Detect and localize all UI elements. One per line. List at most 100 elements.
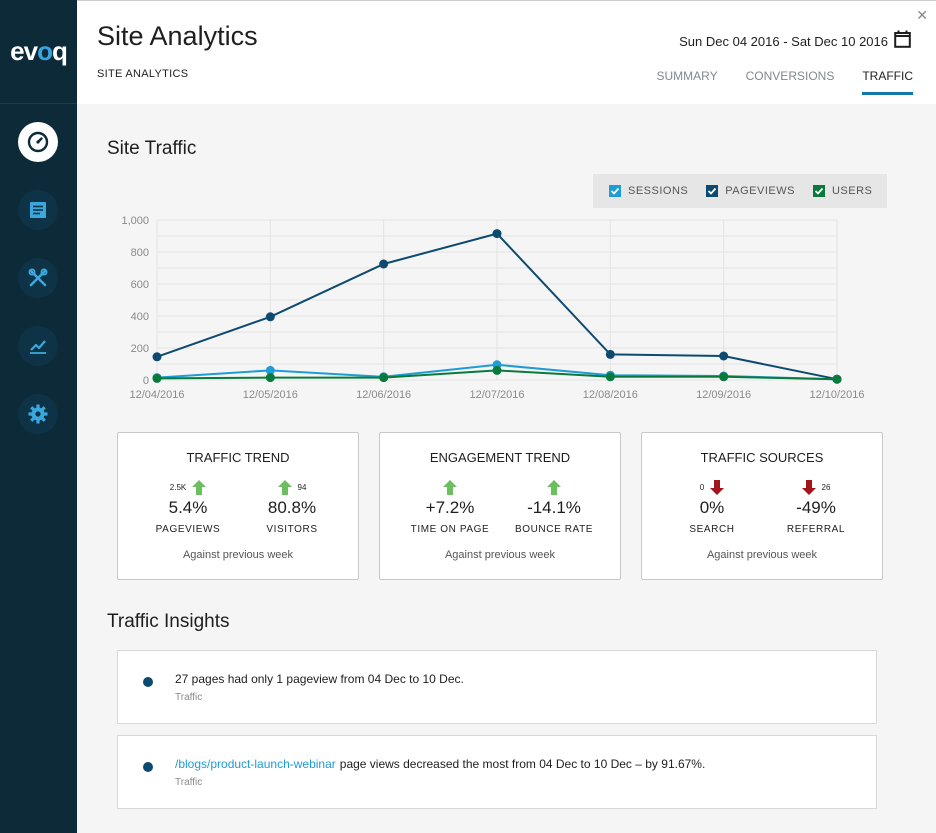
checkbox-icon[interactable] <box>609 185 621 197</box>
insight-item: 27 pages had only 1 pageview from 04 Dec… <box>117 650 877 724</box>
y-tick-label: 200 <box>131 343 149 355</box>
insight-category: Traffic <box>175 777 203 788</box>
site-traffic-chart: 0 200 400 600 800 1,000 12/04/2016 12/05/2016 12… <box>121 215 864 401</box>
x-tick-label: 12/08/2016 <box>583 389 638 401</box>
data-point-users <box>605 372 615 382</box>
analytics-icon <box>30 340 46 354</box>
metric-count: 0 <box>699 482 705 492</box>
site-traffic-title: Site Traffic <box>107 138 197 159</box>
card-footer: Against previous week <box>444 549 556 561</box>
nav-dashboard[interactable] <box>18 122 58 162</box>
metric-label: BOUNCE RATE <box>514 524 594 535</box>
metric-referral: 26 -49% REFERRAL <box>764 477 868 535</box>
y-tick-label: 400 <box>131 311 149 323</box>
metric-count: 26 <box>821 482 831 492</box>
data-point-users <box>492 365 502 375</box>
data-point-users <box>265 373 275 383</box>
breadcrumb: SITE ANALYTICS <box>97 68 189 80</box>
tab-traffic[interactable]: TRAFFIC <box>862 69 913 95</box>
checkbox-icon[interactable] <box>706 185 719 197</box>
data-point-users <box>152 373 162 383</box>
engagement-trend-card: ENGAGEMENT TREND +7.2% TIME ON PAGE -14.… <box>379 432 621 580</box>
data-point-sessions <box>265 365 275 375</box>
y-tick-label: 600 <box>131 279 149 291</box>
tab-conversions[interactable]: CONVERSIONS <box>745 69 835 83</box>
card-title: TRAFFIC SOURCES <box>700 450 824 465</box>
metric-pageviews: 2.5K 5.4% PAGEVIEWS <box>136 477 240 535</box>
close-icon[interactable]: ✕ <box>916 7 928 23</box>
metric-label: SEARCH <box>689 524 735 535</box>
bullet-icon <box>143 762 153 772</box>
legend-label: USERS <box>831 185 873 197</box>
traffic-trend-card: TRAFFIC TREND 2.5K 5.4% PAGEVIEWS 94 80.… <box>117 432 359 580</box>
nav-tools[interactable] <box>18 258 58 298</box>
insight-text: 27 pages had only 1 pageview from 04 Dec… <box>175 672 464 686</box>
data-point-pageviews <box>719 351 729 361</box>
data-point-pageviews <box>152 352 162 362</box>
insight-text: /blogs/product-launch-webinar page views … <box>175 757 706 771</box>
dashboard-icon <box>27 131 49 153</box>
metric-value: +7.2% <box>425 498 475 517</box>
calendar-icon[interactable] <box>894 30 911 48</box>
arrow-up-icon <box>547 479 561 495</box>
insight-category: Traffic <box>175 692 203 703</box>
y-tick-label: 1,000 <box>121 215 149 227</box>
checkbox-icon[interactable] <box>812 185 825 197</box>
tab-bar: SUMMARY CONVERSIONS TRAFFIC <box>657 69 913 95</box>
insight-page-link[interactable]: /blogs/product-launch-webinar <box>175 757 336 771</box>
x-tick-label: 12/07/2016 <box>469 389 524 401</box>
metric-bounce-rate: -14.1% BOUNCE RATE <box>502 477 606 535</box>
legend-label: PAGEVIEWS <box>725 185 795 197</box>
data-point-pageviews <box>265 312 275 322</box>
metric-label: VISITORS <box>266 524 318 535</box>
legend-pageviews[interactable]: PAGEVIEWS <box>706 185 795 197</box>
arrow-down-icon <box>710 479 725 495</box>
arrow-up-icon <box>192 479 207 495</box>
metric-search: 0 0% SEARCH <box>660 477 764 535</box>
data-point-users <box>719 372 729 382</box>
arrow-up-icon <box>277 479 292 495</box>
y-tick-label: 800 <box>131 247 149 259</box>
metric-time-on-page: +7.2% TIME ON PAGE <box>398 477 502 535</box>
card-title: ENGAGEMENT TREND <box>429 450 571 465</box>
main-content: Site Traffic SESSIONS PAGEVIEWS USERS 0 2… <box>77 104 936 833</box>
evoq-logo[interactable]: ev o q <box>0 0 77 104</box>
bullet-icon <box>143 677 153 687</box>
y-tick-label: 0 <box>143 375 149 387</box>
legend-users[interactable]: USERS <box>812 185 873 197</box>
sidebar: ev o q <box>0 0 77 833</box>
data-point-users <box>832 374 842 384</box>
insight-item: /blogs/product-launch-webinar page views … <box>117 735 877 809</box>
x-tick-label: 12/04/2016 <box>129 389 184 401</box>
card-footer: Against previous week <box>706 549 818 561</box>
arrow-up-icon <box>443 479 457 495</box>
metric-count: 94 <box>297 482 307 492</box>
chart-legend: SESSIONS PAGEVIEWS USERS <box>593 174 887 208</box>
nav-analytics[interactable] <box>18 326 58 366</box>
metric-label: TIME ON PAGE <box>410 524 490 535</box>
traffic-sources-card: TRAFFIC SOURCES 0 0% SEARCH 26 -49% REFE… <box>641 432 883 580</box>
metric-value: 0% <box>699 498 725 517</box>
nav-settings[interactable] <box>18 394 58 434</box>
nav-content[interactable] <box>18 190 58 230</box>
x-tick-label: 12/06/2016 <box>356 389 411 401</box>
metric-value: -49% <box>796 498 836 517</box>
date-range[interactable]: Sun Dec 04 2016 - Sat Dec 10 2016 <box>679 34 888 49</box>
legend-sessions[interactable]: SESSIONS <box>609 185 688 197</box>
x-tick-label: 12/10/2016 <box>809 389 864 401</box>
metric-value: 80.8% <box>267 498 317 517</box>
tab-summary[interactable]: SUMMARY <box>656 69 718 83</box>
x-tick-label: 12/05/2016 <box>243 389 298 401</box>
header: Site Analytics SITE ANALYTICS ✕ Sun Dec … <box>77 0 936 104</box>
legend-label: SESSIONS <box>628 185 689 197</box>
x-tick-label: 12/09/2016 <box>696 389 751 401</box>
tools-icon <box>28 268 48 287</box>
data-point-pageviews <box>605 349 615 359</box>
page-title: Site Analytics <box>97 21 258 51</box>
settings-icon <box>28 404 48 424</box>
metric-value: 5.4% <box>168 498 208 517</box>
metric-label: PAGEVIEWS <box>155 524 221 535</box>
metric-visitors: 94 80.8% VISITORS <box>240 477 344 535</box>
content-icon <box>30 202 46 218</box>
card-title: TRAFFIC TREND <box>186 450 290 465</box>
